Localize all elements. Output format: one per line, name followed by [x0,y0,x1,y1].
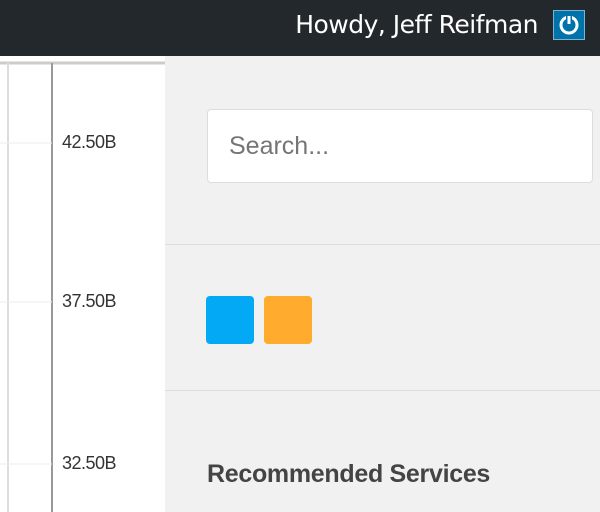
separator [165,390,600,391]
chart-lines [0,61,165,512]
power-icon [559,15,579,35]
section-heading: Recommended Services [207,460,491,488]
greeting[interactable]: Howdy, Jeff Reifman [295,10,538,39]
search-placeholder: Search... [229,132,330,160]
logout-button[interactable] [553,10,585,40]
axis-label: 42.50B [62,132,117,152]
color-swatch[interactable] [206,296,254,344]
chart-fragment: 42.50B 37.50B 32.50B [0,56,165,512]
search-box[interactable]: Search... [207,109,593,183]
separator [165,244,600,245]
axis-label: 32.50B [62,453,117,473]
axis-label: 37.50B [62,291,117,311]
top-bar: Howdy, Jeff Reifman [0,0,600,56]
color-swatch[interactable] [264,296,312,344]
